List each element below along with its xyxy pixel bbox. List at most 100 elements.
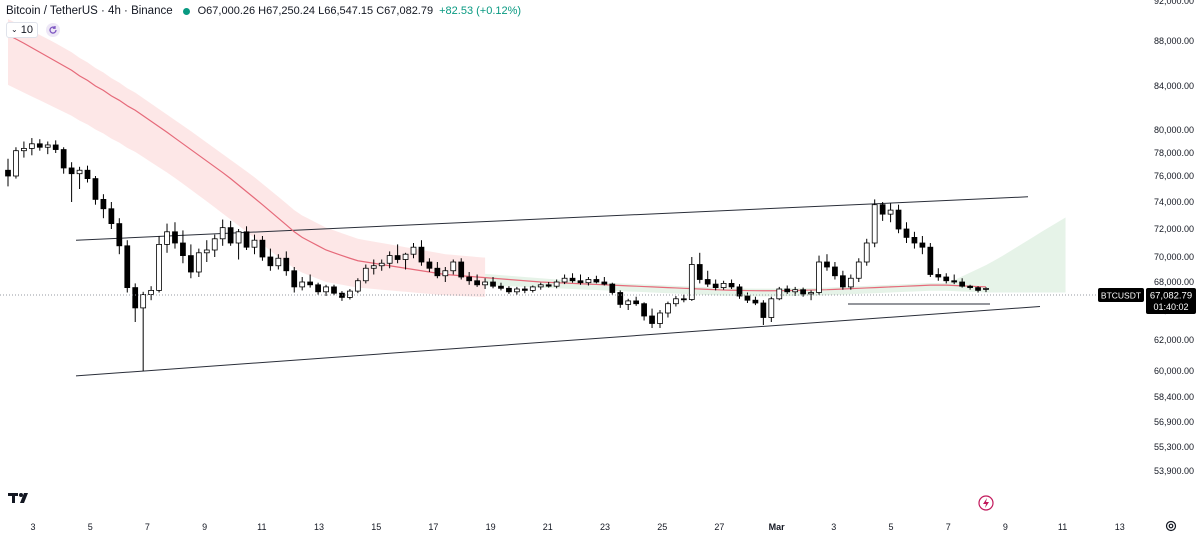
candle	[704, 279, 711, 285]
candle	[378, 262, 385, 267]
candle	[108, 208, 115, 224]
candle	[855, 261, 862, 279]
price-axis: 92,000.00 88,000.00 84,000.00 80,000.00 78,0…	[1154, 0, 1194, 476]
candle	[943, 276, 950, 282]
candle	[156, 243, 162, 291]
candle	[506, 287, 512, 293]
candle	[251, 239, 258, 248]
candle	[752, 299, 759, 304]
chevron-down-icon: ⌄	[11, 25, 18, 34]
x-tick-label: 15	[371, 522, 381, 532]
candle	[601, 281, 608, 285]
candle	[394, 255, 401, 260]
candle	[776, 288, 783, 300]
y-tick-label: 70,000.00	[1154, 252, 1194, 262]
x-tick-label: 17	[428, 522, 438, 532]
candle	[832, 266, 838, 277]
candle	[172, 231, 178, 244]
candle	[736, 286, 743, 297]
candle	[52, 144, 59, 150]
price-change: +82.53 (+0.12%)	[439, 5, 522, 17]
candle	[593, 279, 600, 283]
y-tick-label: 60,000.00	[1154, 366, 1194, 376]
x-tick-label: 5	[88, 522, 93, 532]
candle	[482, 281, 488, 286]
candle	[490, 281, 496, 287]
x-tick-label: 5	[888, 522, 893, 532]
candle	[442, 270, 449, 277]
y-tick-label: 53,900.00	[1154, 466, 1194, 476]
candle	[188, 255, 194, 273]
candle	[847, 277, 854, 288]
symbol-title[interactable]: Bitcoin / TetherUS · 4h · Binance	[6, 5, 173, 17]
y-tick-label: 88,000.00	[1154, 36, 1194, 46]
candle	[76, 169, 83, 175]
indicator-toggle[interactable]: ⌄ 10	[6, 22, 38, 38]
y-tick-label: 56,900.00	[1154, 417, 1194, 427]
candle	[768, 298, 775, 318]
candle	[235, 231, 242, 244]
candle	[211, 238, 218, 251]
y-tick-label: 68,000.00	[1154, 277, 1194, 287]
ma-line	[7, 34, 987, 292]
y-tick-label: 62,000.00	[1154, 335, 1194, 345]
candle	[243, 231, 250, 248]
candles	[5, 138, 989, 371]
candle	[259, 239, 266, 258]
candle	[21, 147, 27, 152]
candle	[927, 246, 934, 275]
candle	[60, 149, 67, 169]
candle	[657, 312, 663, 324]
candle	[474, 280, 480, 286]
candle	[871, 204, 878, 244]
lightning-icon[interactable]	[978, 495, 994, 516]
y-tick-label: 92,000.00	[1154, 0, 1194, 6]
candle	[577, 280, 584, 284]
candle	[895, 209, 902, 230]
refresh-icon[interactable]	[45, 23, 60, 37]
candle	[410, 246, 417, 255]
candle	[887, 209, 894, 215]
candle	[84, 169, 91, 180]
candle	[36, 143, 43, 148]
channel-upper-line	[75, 196, 1029, 241]
x-tick-label: 23	[600, 522, 610, 532]
candle	[641, 303, 647, 317]
candle	[347, 290, 353, 298]
candle	[323, 286, 329, 293]
candle	[728, 282, 735, 288]
indicator-row: ⌄ 10	[6, 22, 60, 38]
candle	[418, 246, 425, 263]
candle	[339, 292, 345, 298]
tradingview-logo-icon[interactable]	[8, 490, 34, 511]
candle	[267, 256, 274, 267]
candle	[816, 261, 822, 293]
x-tick-label: Mar	[769, 522, 786, 532]
candle	[354, 280, 361, 292]
chart-header: Bitcoin / TetherUS · 4h · Binance O67,00…	[6, 3, 521, 19]
candle	[625, 300, 632, 305]
candle	[68, 167, 75, 175]
candle	[28, 143, 35, 149]
price-label-ticker: BTCUSDT	[1101, 291, 1141, 301]
x-tick-label: 11	[257, 522, 266, 532]
gear-icon[interactable]	[1165, 519, 1177, 537]
y-tick-label: 80,000.00	[1154, 125, 1194, 135]
candle	[514, 288, 520, 293]
x-tick-label: 9	[202, 522, 207, 532]
candle	[203, 249, 210, 254]
x-tick-label: 13	[314, 522, 324, 532]
candle	[585, 279, 592, 284]
candle	[402, 253, 409, 260]
market-status-icon	[182, 7, 190, 15]
candle	[331, 286, 337, 294]
candle	[553, 281, 560, 287]
y-tick-label: 76,000.00	[1154, 171, 1194, 181]
candle	[569, 277, 576, 282]
ohlc-values: O67,000.26 H67,250.24 L66,547.15 C67,082…	[197, 5, 434, 17]
candle	[951, 280, 958, 283]
candle	[688, 264, 695, 300]
candle	[132, 287, 139, 309]
cloud-bullish	[485, 217, 1066, 297]
